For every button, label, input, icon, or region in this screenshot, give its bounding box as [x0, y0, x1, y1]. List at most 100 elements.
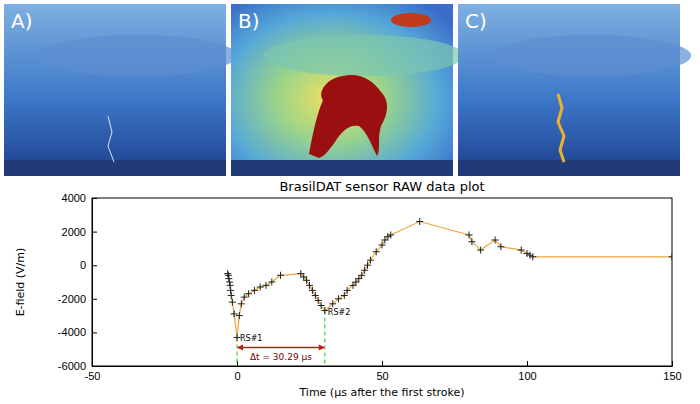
plot-frame [92, 198, 672, 366]
arrow-head [237, 345, 243, 351]
x-tick-mark [527, 361, 528, 366]
data-point [373, 248, 380, 255]
data-point [263, 282, 270, 289]
data-point [228, 292, 235, 299]
panel-label: C) [465, 9, 487, 33]
cloud [264, 35, 464, 76]
data-point [245, 290, 252, 297]
y-tick-label: -2000 [58, 293, 86, 305]
y-tick-label: 4000 [62, 192, 86, 204]
photo-background [4, 4, 226, 176]
data-point [251, 287, 258, 294]
y-tick: 4000 [62, 192, 97, 204]
data-point [225, 272, 232, 279]
stroke-label: RS#2 [328, 308, 350, 317]
data-point [225, 275, 232, 282]
data-point [344, 287, 351, 294]
data-point [492, 237, 499, 244]
x-axis: -50 0 50 100 150 [85, 361, 682, 382]
data-point [329, 300, 336, 307]
photo-background [231, 4, 453, 176]
y-tick-label: 2000 [62, 226, 86, 238]
canvas: A) B) C) BrasilDAT sensor RAW data plot -50 0… [0, 0, 700, 404]
photo-panel: C) [458, 4, 691, 176]
x-tick-mark [672, 361, 673, 366]
x-tick-label: -50 [85, 370, 101, 382]
ground [458, 160, 680, 176]
data-point [497, 243, 504, 250]
x-tick-label: 100 [518, 370, 536, 382]
x-tick-label: 0 [234, 370, 240, 382]
ground [231, 160, 453, 176]
chart-title: BrasilDAT sensor RAW data plot [279, 179, 484, 194]
data-line [228, 222, 672, 338]
data-point [318, 302, 325, 309]
panel-label: B) [238, 9, 260, 33]
data-point [227, 287, 234, 294]
y-tick-mark [92, 299, 97, 300]
guide-line [236, 337, 237, 366]
y-tick-mark [92, 332, 97, 333]
data-point [231, 310, 238, 317]
x-axis-title: Time (µs after the first stroke) [298, 386, 464, 399]
x-tick-mark [382, 361, 383, 366]
x-tick: 50 [376, 361, 388, 382]
y-axis-line [92, 199, 93, 367]
arrow-shaft [238, 347, 324, 349]
ground [4, 160, 226, 176]
y-axis: -6000 -4000 -2000 0 2000 4000 [58, 192, 97, 372]
data-point [529, 253, 536, 260]
y-tick: 2000 [62, 226, 97, 238]
y-tick-mark [92, 265, 97, 266]
photo-background [458, 4, 680, 176]
x-tick: 150 [663, 361, 681, 382]
data-point [518, 247, 525, 254]
data-point [277, 272, 284, 279]
y-tick: 0 [80, 259, 97, 271]
y-tick-mark [92, 232, 97, 233]
x-axis-line [93, 366, 673, 367]
data-point [229, 299, 236, 306]
photo-panel: B) [231, 4, 464, 176]
y-tick: -6000 [58, 360, 97, 372]
stroke-label: RS#1 [240, 334, 262, 343]
cloud [37, 35, 237, 76]
data-point [241, 294, 248, 301]
data-point [466, 231, 473, 238]
data-point [335, 295, 342, 302]
y-tick-mark [92, 366, 97, 367]
data-point [226, 279, 233, 286]
data-point [268, 279, 275, 286]
guide-line [324, 311, 325, 366]
y-tick: -4000 [58, 326, 97, 338]
interval-arrow [237, 345, 325, 351]
data-point [367, 257, 374, 264]
data-point [387, 231, 394, 238]
data-point [416, 218, 423, 225]
panel-label: A) [11, 9, 32, 33]
cloud [491, 35, 691, 76]
photo-panel: A) [4, 4, 237, 176]
x-tick: 0 [234, 361, 240, 382]
data-point [224, 270, 231, 277]
x-tick: 100 [518, 361, 536, 382]
x-tick-label: 50 [376, 370, 388, 382]
data-point [227, 282, 234, 289]
arrow-head [319, 345, 325, 351]
lightning-channel [108, 116, 114, 162]
data-point [257, 284, 264, 291]
data-point [477, 247, 484, 254]
y-tick: -2000 [58, 293, 97, 305]
data-point [669, 253, 673, 260]
heat-blob [309, 75, 387, 158]
data-point [238, 300, 245, 307]
y-tick-mark [92, 198, 97, 199]
heat-blob [391, 13, 431, 27]
data-point [236, 312, 243, 319]
y-tick-label: 0 [80, 259, 86, 271]
y-tick-label: -6000 [58, 360, 86, 372]
data-point [468, 238, 475, 245]
y-tick-label: -4000 [58, 326, 86, 338]
x-tick-label: 150 [663, 370, 681, 382]
lightning-channel [558, 94, 564, 162]
